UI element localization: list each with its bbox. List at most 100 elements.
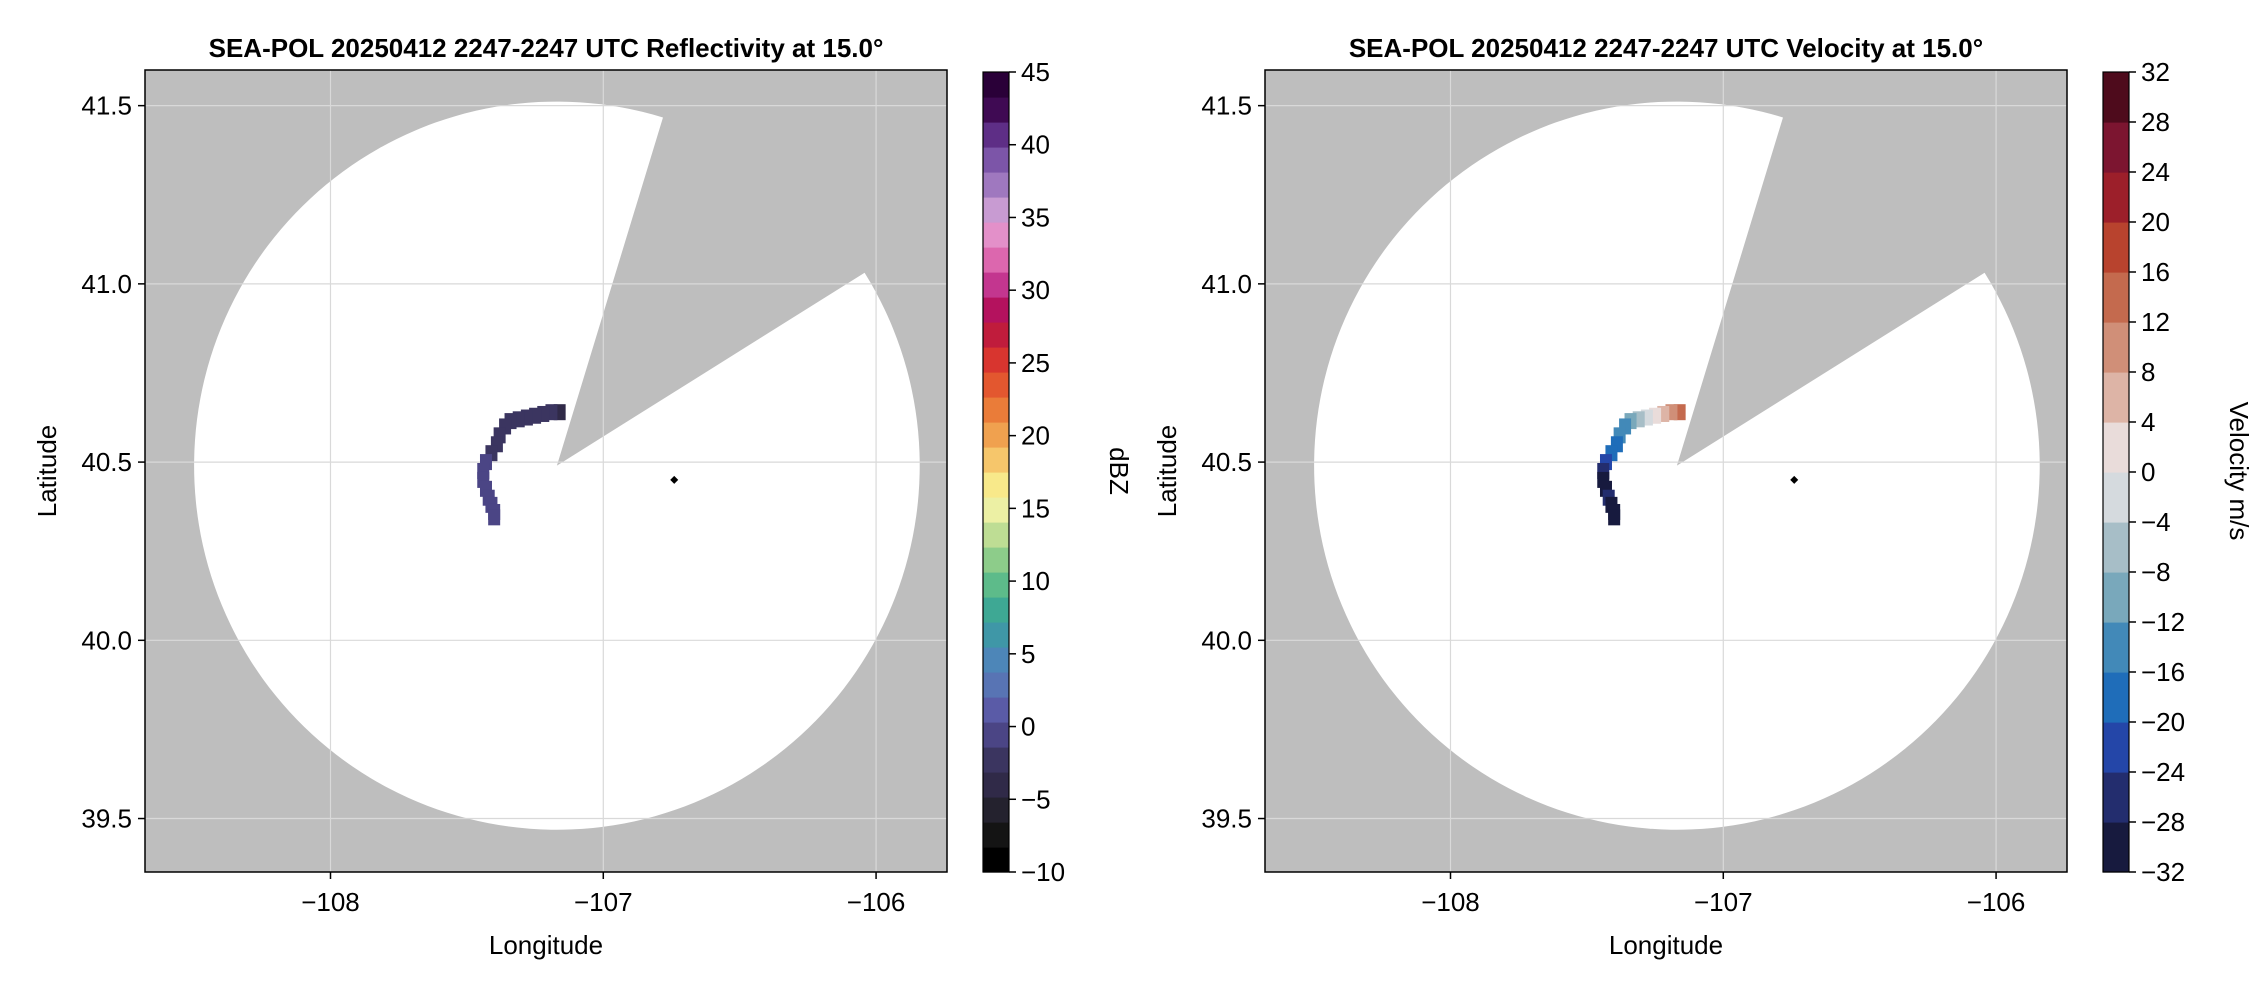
colorbar-tick-label: 35 bbox=[1021, 202, 1050, 232]
reflectivity-x-ticks: −108 −107 −106 bbox=[301, 872, 905, 917]
velocity-colorbar: −32 −28 −24 −20 −16 −12 −8 −4 0 4 8 12 16 20 24 28 32 bbox=[2102, 57, 2185, 887]
colorbar-segment bbox=[983, 247, 1009, 273]
colorbar-segment bbox=[2103, 372, 2129, 423]
colorbar-tick-label: 0 bbox=[1021, 712, 1035, 742]
colorbar-tick-label: −16 bbox=[2141, 657, 2185, 687]
velocity-title: SEA-POL 20250412 2247-2247 UTC Velocity … bbox=[1349, 33, 1983, 63]
colorbar-segment bbox=[983, 372, 1009, 398]
colorbar-frame bbox=[982, 71, 1010, 873]
colorbar-segment bbox=[983, 322, 1009, 348]
colorbar-tick-label: 30 bbox=[1021, 275, 1050, 305]
colorbar-segment bbox=[983, 747, 1009, 773]
velocity-y-ticks: 39.5 40.0 40.5 41.0 41.5 bbox=[1201, 91, 1265, 834]
colorbar-segment bbox=[2103, 722, 2129, 773]
x-tick-label: −107 bbox=[1694, 887, 1753, 917]
colorbar-segment bbox=[983, 697, 1009, 723]
colorbar-segment bbox=[2103, 622, 2129, 673]
velocity-x-ticks: −108 −107 −106 bbox=[1421, 872, 2025, 917]
colorbar-tick-label: −28 bbox=[2141, 807, 2185, 837]
reflectivity-plot-frame bbox=[144, 69, 948, 873]
velocity-colorbar-label: Velocity m/s bbox=[2224, 402, 2254, 541]
colorbar-segment bbox=[983, 822, 1009, 848]
colorbar-segment bbox=[983, 122, 1009, 148]
colorbar-tick-label: 24 bbox=[2141, 157, 2170, 187]
reflectivity-echo bbox=[477, 404, 566, 526]
colorbar-tick-label: −8 bbox=[2141, 557, 2171, 587]
velocity-grid bbox=[1265, 70, 2067, 872]
colorbar-tick-label: −12 bbox=[2141, 607, 2185, 637]
colorbar-segment bbox=[2103, 572, 2129, 623]
y-tick-label: 40.5 bbox=[81, 447, 132, 477]
colorbar-segment bbox=[983, 297, 1009, 323]
colorbar-segment bbox=[983, 147, 1009, 173]
colorbar-segment bbox=[2103, 672, 2129, 723]
reflectivity-x-axis-label: Longitude bbox=[489, 930, 603, 960]
y-tick-label: 40.0 bbox=[1201, 625, 1252, 655]
colorbar-segment bbox=[983, 72, 1009, 98]
colorbar-segment bbox=[983, 797, 1009, 823]
colorbar-segment bbox=[983, 97, 1009, 123]
colorbar-tick-label: 45 bbox=[1021, 57, 1050, 87]
colorbar-segment bbox=[2103, 472, 2129, 523]
x-tick-label: −108 bbox=[1421, 887, 1480, 917]
colorbar-segment bbox=[2103, 822, 2129, 873]
colorbar-segment bbox=[2103, 422, 2129, 473]
velocity-x-axis-label: Longitude bbox=[1609, 930, 1723, 960]
colorbar-tick-label: 32 bbox=[2141, 57, 2170, 87]
colorbar-segment bbox=[983, 622, 1009, 648]
reflectivity-y-ticks: 39.5 40.0 40.5 41.0 41.5 bbox=[81, 91, 145, 834]
y-tick-label: 41.0 bbox=[1201, 269, 1252, 299]
velocity-echo bbox=[1597, 404, 1686, 526]
colorbar-segment bbox=[983, 197, 1009, 223]
x-tick-label: −108 bbox=[301, 887, 360, 917]
velocity-y-axis-label: Latitude bbox=[1152, 425, 1182, 518]
colorbar-segment bbox=[983, 722, 1009, 748]
velocity-panel: SEA-POL 20250412 2247-2247 UTC Velocity … bbox=[1152, 33, 2254, 960]
colorbar-tick-label: 25 bbox=[1021, 348, 1050, 378]
colorbar-tick-label: −5 bbox=[1021, 784, 1051, 814]
reflectivity-colorbar-label: dBZ bbox=[1104, 447, 1134, 495]
colorbar-segment bbox=[983, 397, 1009, 423]
x-tick-label: −107 bbox=[574, 887, 633, 917]
colorbar-segment bbox=[983, 672, 1009, 698]
colorbar-segment bbox=[983, 522, 1009, 548]
colorbar-tick-label: 5 bbox=[1021, 639, 1035, 669]
colorbar-segment bbox=[983, 647, 1009, 673]
y-tick-label: 40.0 bbox=[81, 625, 132, 655]
reflectivity-marker bbox=[670, 475, 679, 484]
colorbar-segment bbox=[2103, 322, 2129, 373]
colorbar-segment bbox=[2103, 172, 2129, 223]
colorbar-tick-label: −10 bbox=[1021, 857, 1065, 887]
colorbar-tick-label: 40 bbox=[1021, 130, 1050, 160]
colorbar-segment bbox=[983, 472, 1009, 498]
colorbar-tick-label: −20 bbox=[2141, 707, 2185, 737]
colorbar-segment bbox=[983, 422, 1009, 448]
colorbar-segment bbox=[983, 272, 1009, 298]
colorbar-segment bbox=[983, 772, 1009, 798]
reflectivity-grid bbox=[145, 70, 947, 872]
colorbar-tick-label: 16 bbox=[2141, 257, 2170, 287]
colorbar-segment bbox=[2103, 772, 2129, 823]
colorbar-segment bbox=[2103, 122, 2129, 173]
y-tick-label: 39.5 bbox=[81, 804, 132, 834]
colorbar-segment bbox=[983, 172, 1009, 198]
y-tick-label: 41.5 bbox=[1201, 91, 1252, 121]
colorbar-tick-label: −32 bbox=[2141, 857, 2185, 887]
colorbar-tick-label: 12 bbox=[2141, 307, 2170, 337]
colorbar-tick-label: −4 bbox=[2141, 507, 2171, 537]
y-tick-label: 41.5 bbox=[81, 91, 132, 121]
y-tick-label: 39.5 bbox=[1201, 804, 1252, 834]
reflectivity-title: SEA-POL 20250412 2247-2247 UTC Reflectiv… bbox=[209, 33, 884, 63]
colorbar-segment bbox=[983, 347, 1009, 373]
colorbar-segment bbox=[983, 547, 1009, 573]
colorbar-segment bbox=[2103, 222, 2129, 273]
colorbar-segment bbox=[2103, 272, 2129, 323]
reflectivity-colorbar: −10 −5 0 5 10 15 20 25 30 35 40 45 bbox=[982, 57, 1065, 887]
reflectivity-panel: SEA-POL 20250412 2247-2247 UTC Reflectiv… bbox=[32, 33, 1134, 960]
echo-gate bbox=[1608, 509, 1621, 526]
colorbar-tick-label: 0 bbox=[2141, 457, 2155, 487]
colorbar-tick-label: 28 bbox=[2141, 107, 2170, 137]
colorbar-tick-label: −24 bbox=[2141, 757, 2185, 787]
colorbar-segment bbox=[983, 572, 1009, 598]
